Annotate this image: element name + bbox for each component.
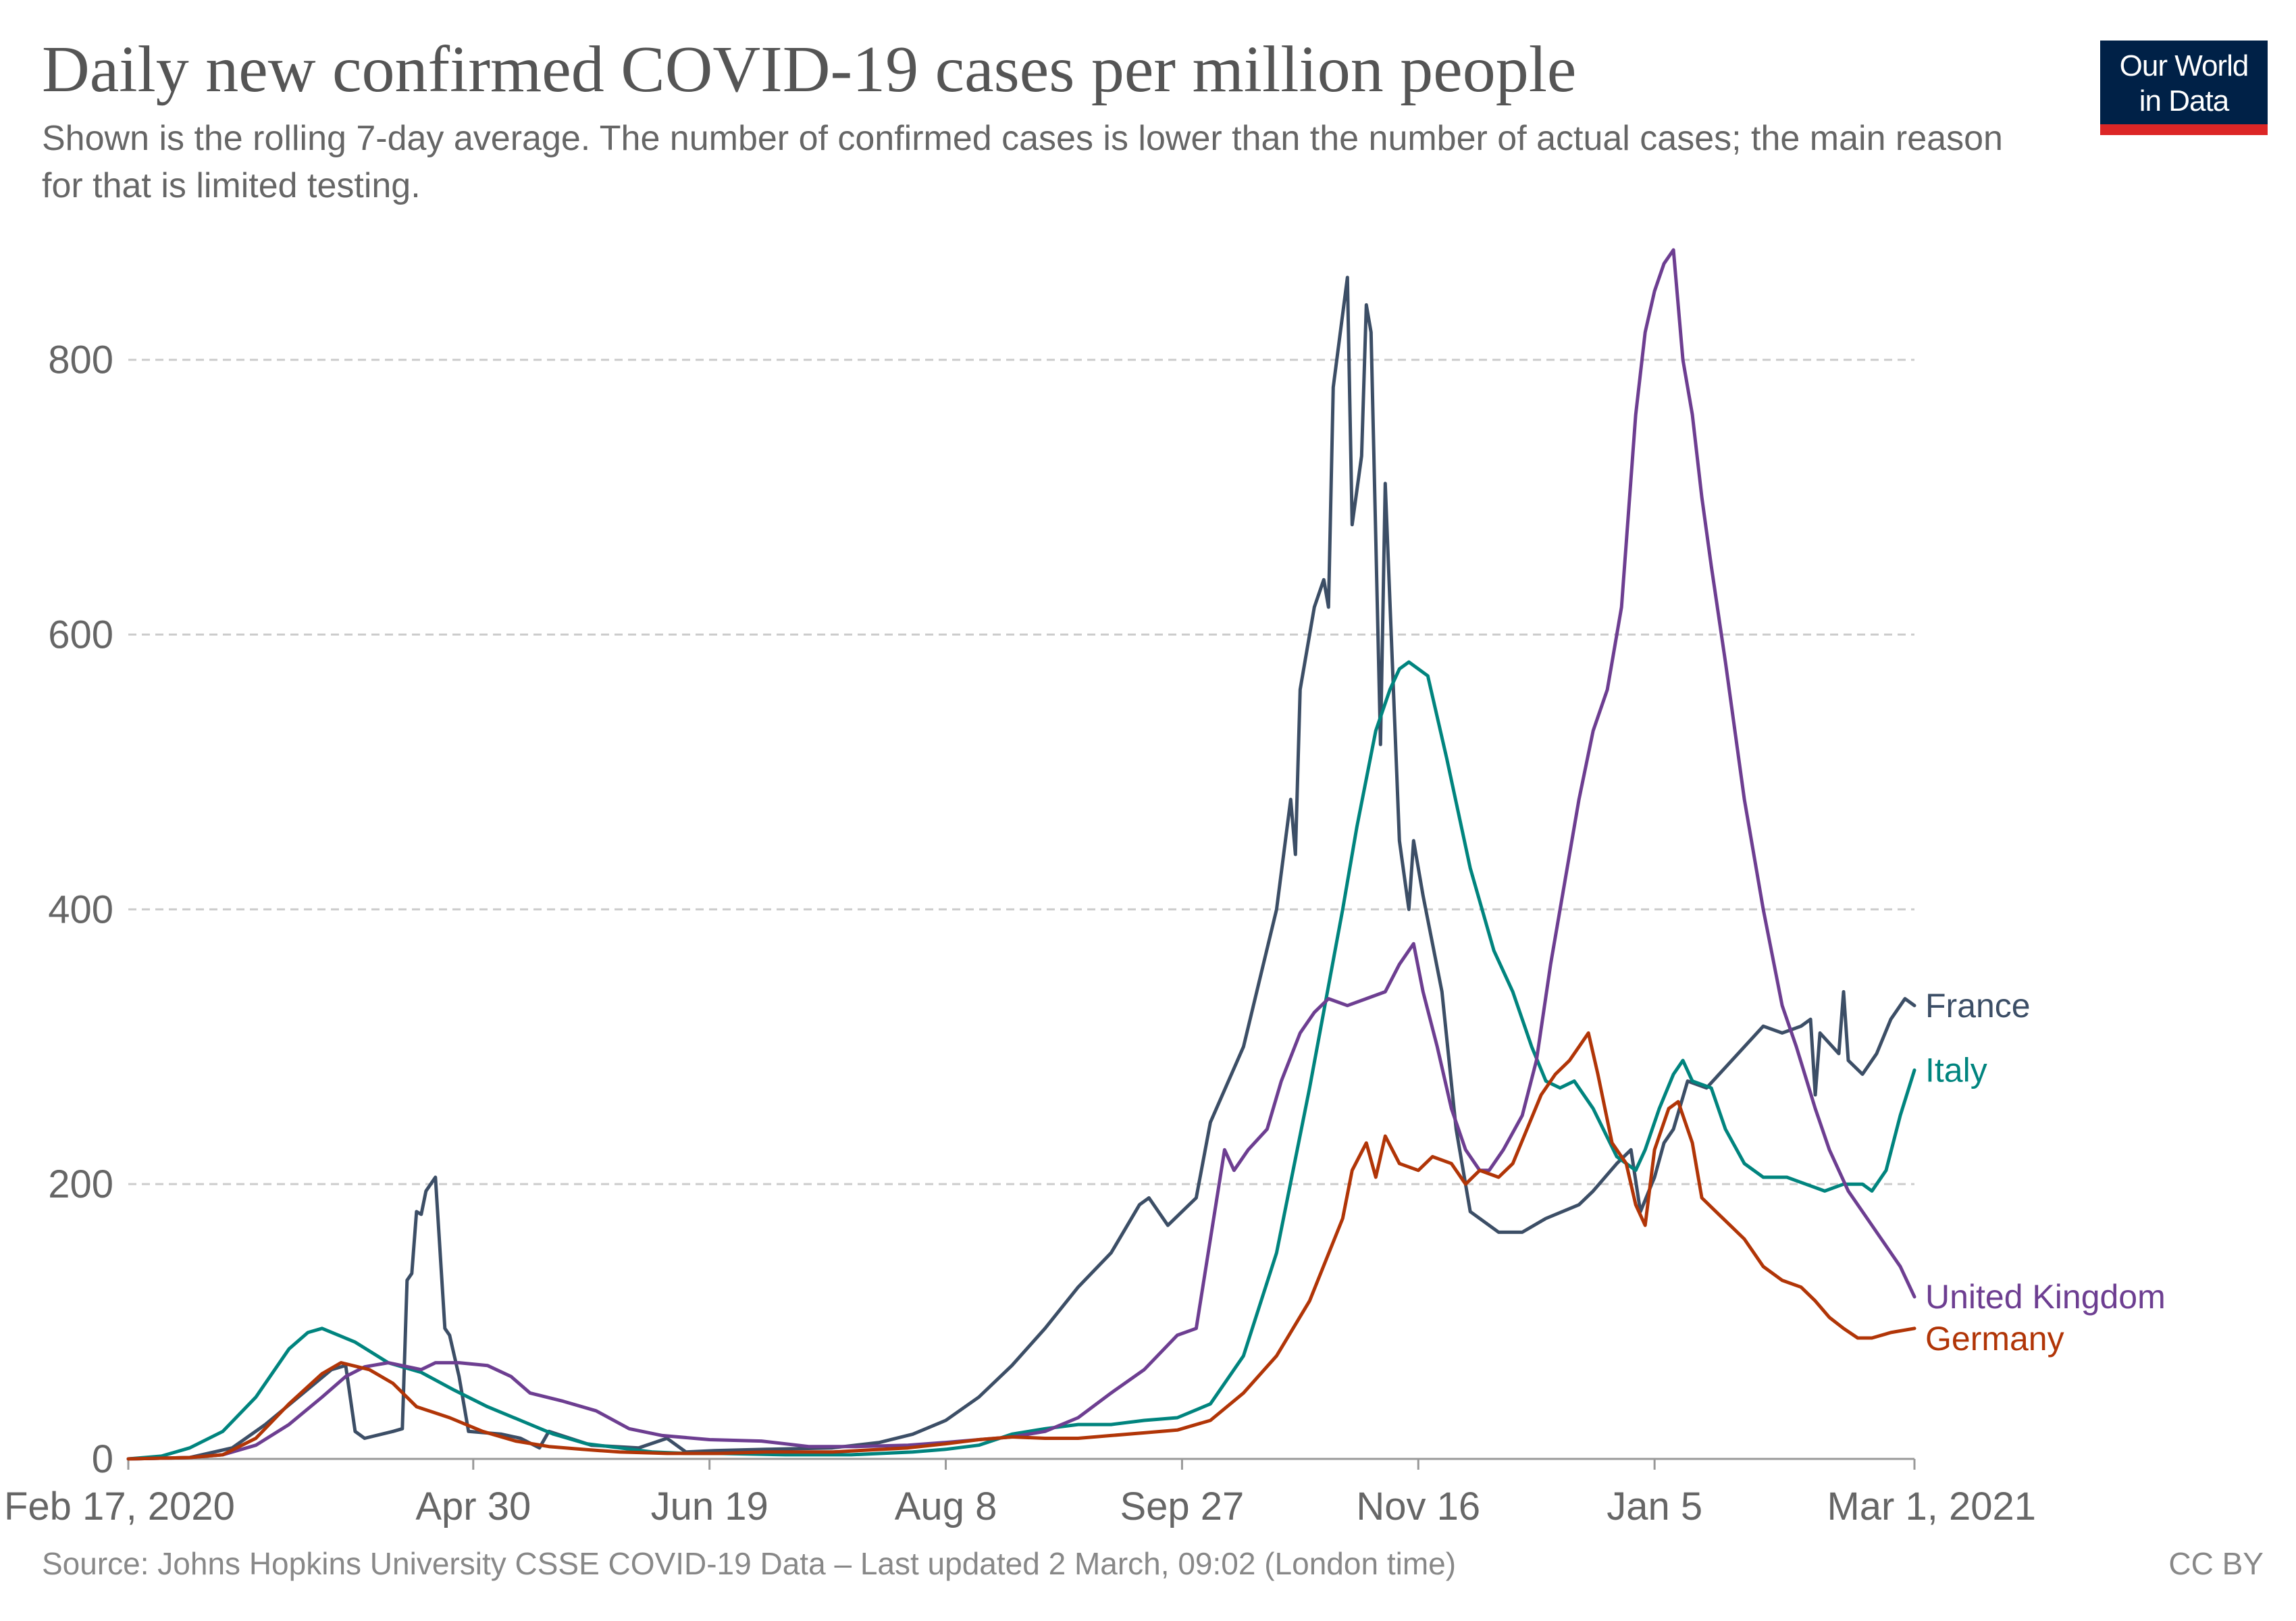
gridlines: [128, 359, 1914, 1185]
series-label-united-kingdom: United Kingdom: [1925, 1278, 2166, 1316]
x-tick-label-5: Nov 16: [1356, 1485, 1480, 1528]
source-note[interactable]: Source: Johns Hopkins University CSSE CO…: [42, 1546, 1457, 1581]
x-tick-label-0: Feb 17, 2020: [4, 1485, 235, 1528]
series-line-germany: [126, 1031, 1916, 1461]
series-labels: France Italy United Kingdom Germany: [1925, 987, 2166, 1358]
chart-title: Daily new confirmed COVID-19 cases per m…: [42, 33, 1577, 106]
series-line-france: [126, 276, 1916, 1461]
logo-line-2: in Data: [2139, 84, 2229, 118]
series-label-france: France: [1925, 987, 2031, 1025]
owid-logo[interactable]: Our World in Data: [2100, 41, 2268, 135]
series-line-united-kingdom: [126, 248, 1916, 1461]
x-tick-label-7: Mar 1, 2021: [1827, 1485, 2036, 1528]
series-label-germany: Germany: [1925, 1320, 2064, 1358]
x-tick-label-6: Jan 5: [1607, 1485, 1702, 1528]
license-link[interactable]: CC BY: [2168, 1546, 2264, 1581]
y-tick-label-0: 0: [92, 1437, 113, 1481]
logo-line-1: Our World: [2119, 49, 2249, 82]
axes: 0 200 400 600 800 Feb 17, 2020 Apr 30 Jun 19 Aug…: [4, 338, 2036, 1528]
series-line-italy: [126, 660, 1916, 1461]
logo-accent-bar: [2100, 124, 2268, 135]
x-tick-label-3: Aug 8: [895, 1485, 997, 1528]
y-tick-label-200: 200: [48, 1162, 113, 1206]
x-tick-label-4: Sep 27: [1120, 1485, 1244, 1528]
series-label-italy: Italy: [1925, 1051, 1987, 1089]
x-tick-label-1: Apr 30: [415, 1485, 531, 1528]
x-tick-label-2: Jun 19: [651, 1485, 768, 1528]
chart-subtitle: Shown is the rolling 7-day average. The …: [42, 119, 2003, 205]
series-lines: [126, 248, 1916, 1461]
y-tick-label-400: 400: [48, 887, 113, 931]
y-tick-label-600: 600: [48, 613, 113, 657]
y-tick-label-800: 800: [48, 338, 113, 382]
